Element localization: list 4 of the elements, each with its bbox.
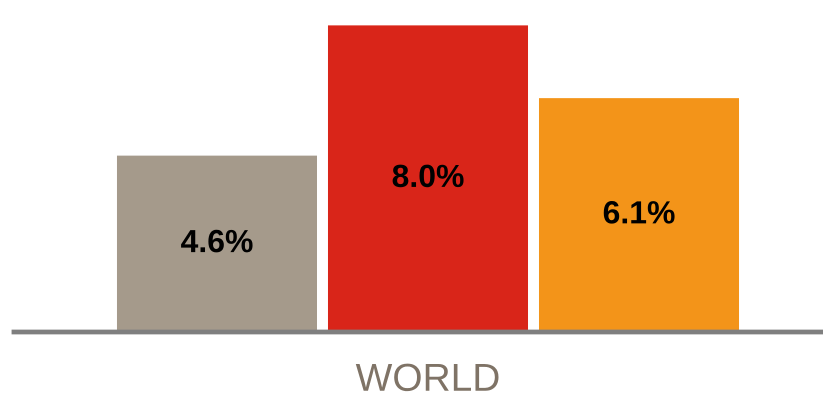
data-label: 4.6% (181, 230, 253, 252)
data-label: 8.0% (392, 164, 464, 188)
x-tick-label: WORLD (356, 364, 499, 392)
data-label: 6.1% (604, 201, 675, 224)
